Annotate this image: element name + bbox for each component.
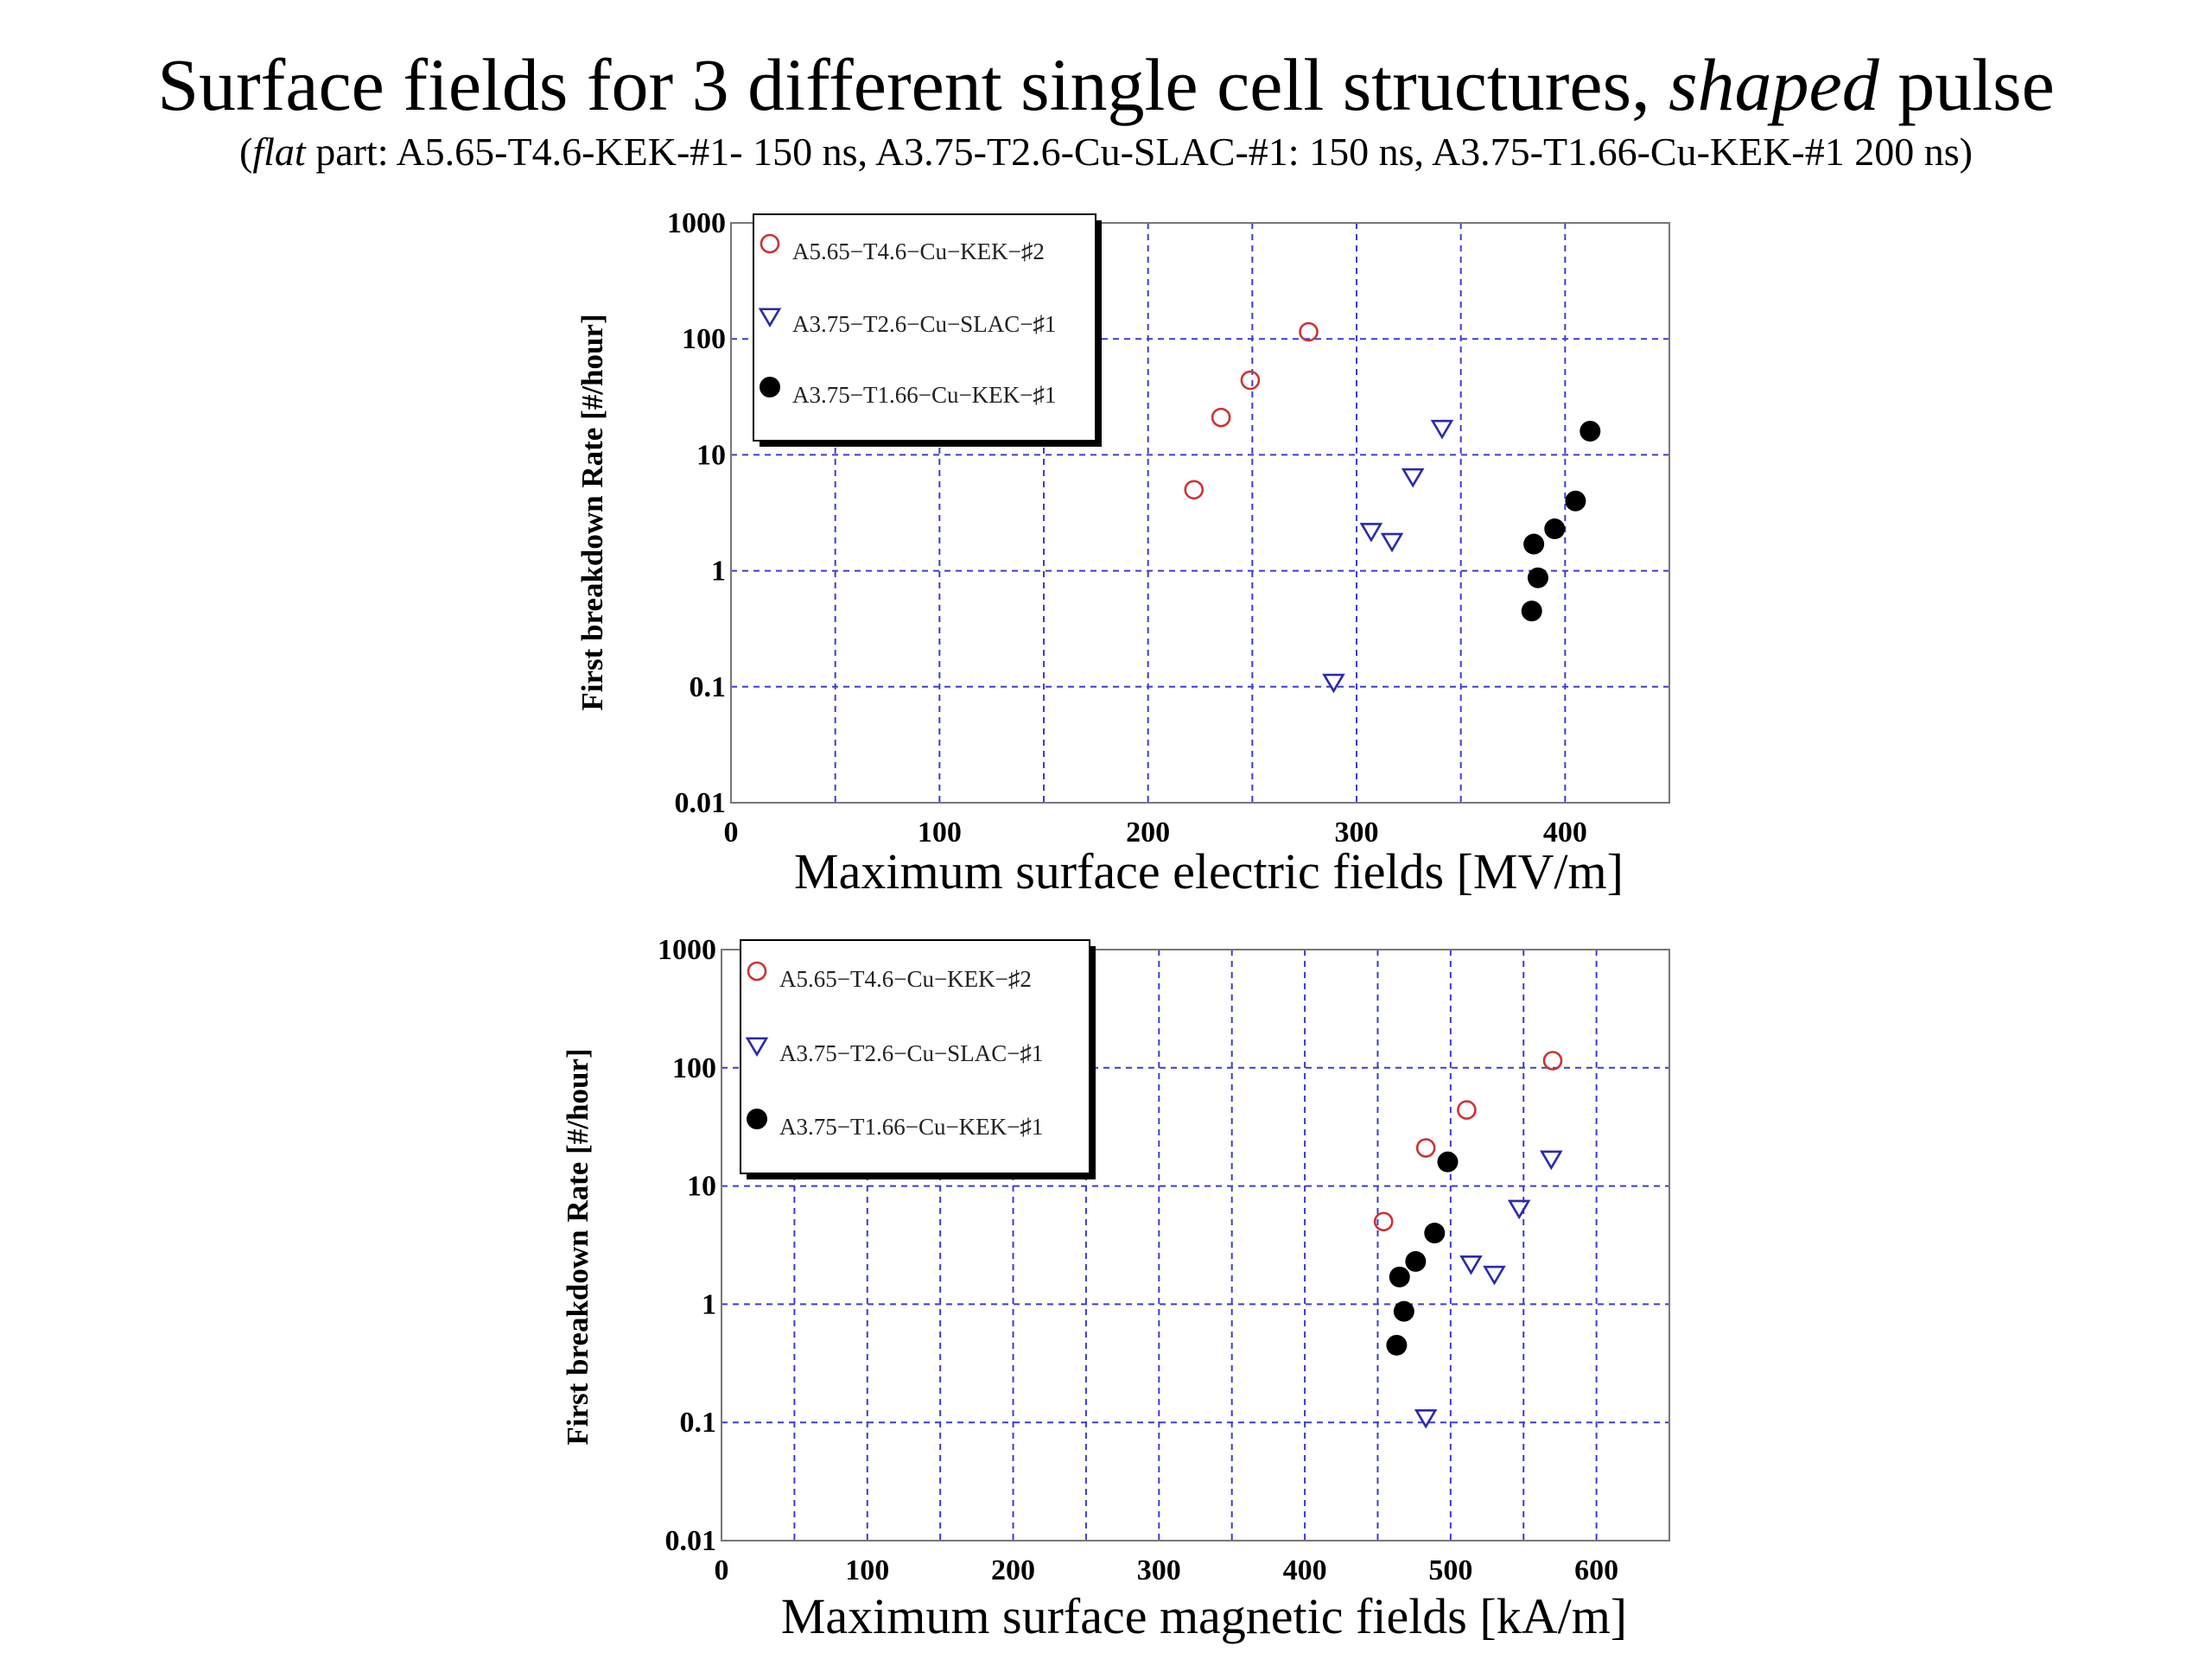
- plot-frame: [730, 222, 1670, 804]
- chart-2: 0 100 200 300 400 500 600 0.01 0.1 1 10 100 1000 Firs…: [561, 934, 1670, 1644]
- x-tick-label: 300: [1335, 817, 1379, 849]
- data-point: [1527, 567, 1548, 588]
- x-tick-label: 0: [715, 1554, 729, 1586]
- data-point: [1373, 1211, 1394, 1232]
- x-tick-label: 500: [1428, 1554, 1472, 1586]
- data-point: [1565, 490, 1586, 512]
- data-point: [1299, 321, 1319, 342]
- legend-marker: [760, 377, 780, 397]
- data-point: [1386, 1334, 1408, 1356]
- x-tick-label: 300: [1137, 1554, 1181, 1586]
- series-3: [1521, 421, 1601, 622]
- data-point: [1483, 1265, 1506, 1286]
- legend: A5.65−T4.6−Cu−KEK−♯2 A3.75−T2.6−Cu−SLAC−♯…: [740, 939, 1096, 1179]
- plot-frame: [721, 949, 1670, 1541]
- data-point: [1322, 673, 1345, 694]
- data-point: [1580, 421, 1601, 442]
- legend-marker: [745, 1037, 769, 1058]
- legend-marker: [758, 308, 782, 328]
- series-2: [1322, 419, 1454, 694]
- data-point: [1240, 370, 1261, 391]
- page-title: Surface fields for 3 different single ce…: [0, 41, 2212, 128]
- data-point: [1401, 467, 1425, 488]
- subtitle-open: (: [239, 130, 253, 174]
- legend-label: A5.65−T4.6−Cu−KEK−♯2: [792, 238, 1045, 264]
- subtitle-italic: flat: [252, 130, 306, 174]
- data-point: [1414, 1408, 1438, 1429]
- legend-label: A3.75−T1.66−Cu−KEK−♯1: [792, 382, 1056, 408]
- series-1: [1184, 321, 1319, 500]
- data-point: [1389, 1266, 1410, 1287]
- legend: A5.65−T4.6−Cu−KEK−♯2 A3.75−T2.6−Cu−SLAC−♯…: [753, 213, 1102, 447]
- data-point: [1521, 601, 1542, 622]
- legend-marker: [760, 233, 780, 254]
- legend-label: A3.75−T1.66−Cu−KEK−♯1: [779, 1114, 1043, 1140]
- legend-label: A5.65−T4.6−Cu−KEK−♯2: [779, 966, 1032, 992]
- series-2: [1414, 1150, 1563, 1429]
- y-tick-label: 10: [687, 1171, 716, 1203]
- y-tick-label: 1: [702, 1288, 716, 1320]
- y-tick-label: 100: [672, 1052, 716, 1084]
- x-axis-label: Maximum surface electric fields [MV/m]: [794, 843, 1624, 899]
- data-point: [1424, 1223, 1446, 1244]
- data-point: [1359, 523, 1383, 543]
- y-axis-label: First breakdown Rate [#/hour]: [561, 1048, 594, 1445]
- subtitle-rest: part: A5.65-T4.6-KEK-#1- 150 ns, A3.75-T…: [305, 130, 1973, 174]
- x-tick-label: 600: [1574, 1554, 1618, 1586]
- y-tick-label: 0.1: [680, 1407, 717, 1439]
- y-tick-label: 1000: [667, 207, 726, 239]
- y-tick-label: 1000: [658, 934, 716, 966]
- y-tick-label: 0.01: [675, 787, 727, 819]
- x-axis-label: Maximum surface magnetic fields [kA/m]: [781, 1588, 1627, 1644]
- y-tick-label: 1: [711, 556, 726, 588]
- data-point: [1544, 518, 1566, 540]
- data-point: [1540, 1150, 1563, 1171]
- data-point: [1507, 1199, 1531, 1220]
- legend-box: [740, 939, 1090, 1174]
- data-point: [1184, 480, 1205, 500]
- x-tick-label: 200: [1126, 817, 1170, 849]
- data-point: [1523, 533, 1545, 555]
- y-axis-label: First breakdown Rate [#/hour]: [575, 314, 609, 710]
- x-tick-label: 100: [845, 1554, 889, 1586]
- chart-1: 0 100 200 300 400 0.01 0.1 1 10 100 1000 First brea…: [575, 207, 1670, 899]
- data-point: [1393, 1300, 1414, 1322]
- title-italic: shaped: [1669, 43, 1879, 126]
- data-point: [1380, 532, 1404, 553]
- legend-label: A3.75−T2.6−Cu−SLAC−♯1: [792, 311, 1056, 337]
- y-tick-label: 10: [696, 439, 726, 471]
- data-point: [1415, 1138, 1436, 1158]
- legend-box: [753, 213, 1096, 442]
- data-point: [1405, 1250, 1427, 1272]
- y-tick-label: 0.01: [665, 1525, 717, 1557]
- legend-label: A3.75−T2.6−Cu−SLAC−♯1: [779, 1040, 1043, 1066]
- page-subtitle: (flat part: A5.65-T4.6-KEK-#1- 150 ns, A…: [0, 128, 2212, 176]
- series-3: [1386, 1151, 1459, 1356]
- data-point: [1430, 419, 1454, 440]
- data-point: [1211, 407, 1231, 428]
- title-part-1: Surface fields for 3 different single ce…: [157, 43, 1669, 126]
- x-tick-label: 100: [918, 817, 962, 849]
- legend-marker: [747, 961, 767, 982]
- series-1: [1373, 1051, 1563, 1232]
- x-tick-label: 0: [724, 817, 739, 849]
- y-tick-label: 0.1: [690, 671, 727, 703]
- x-tick-label: 200: [991, 1554, 1035, 1586]
- data-point: [1457, 1100, 1477, 1120]
- legend-marker: [747, 1109, 767, 1129]
- data-point: [1459, 1255, 1483, 1275]
- y-tick-label: 100: [682, 323, 726, 355]
- title-part-2: pulse: [1878, 43, 2055, 126]
- data-point: [1542, 1051, 1563, 1071]
- x-tick-label: 400: [1543, 817, 1587, 849]
- data-point: [1437, 1151, 1459, 1173]
- x-tick-label: 400: [1283, 1554, 1327, 1586]
